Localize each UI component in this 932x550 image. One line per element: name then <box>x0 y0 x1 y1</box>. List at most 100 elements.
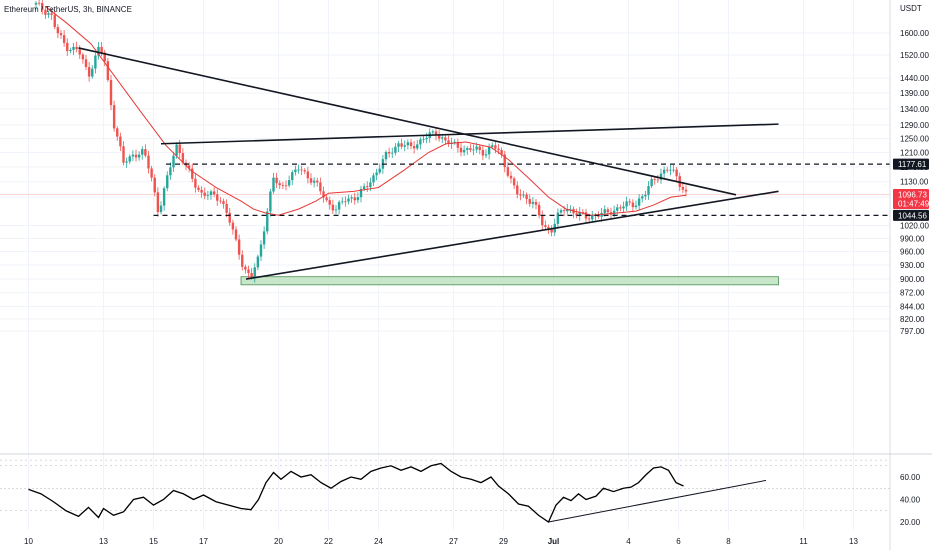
time-tick-label: 29 <box>499 537 508 546</box>
candle-body <box>291 172 294 181</box>
candle-body <box>616 207 619 211</box>
candle-body <box>653 178 656 180</box>
candle-body <box>578 211 581 216</box>
candle-body <box>322 191 325 198</box>
price-tick-label: 1520.00 <box>900 51 929 60</box>
price-pane[interactable] <box>0 0 890 530</box>
candle-body <box>466 148 469 150</box>
candle-body <box>534 202 538 205</box>
candle-body <box>234 229 238 240</box>
candle-body <box>644 194 647 197</box>
level-price-badge-background <box>893 158 929 170</box>
price-tick-label: 1130.00 <box>900 178 929 187</box>
price-tick-label: 1390.00 <box>900 89 929 98</box>
candle-body <box>562 210 566 212</box>
candle-body <box>147 155 150 169</box>
candle-body <box>631 202 635 208</box>
candle-body <box>50 13 53 15</box>
time-tick-label: 10 <box>24 537 33 546</box>
candle-body <box>612 210 616 215</box>
price-tick-label: 930.00 <box>900 261 925 270</box>
trendline[interactable] <box>78 47 737 196</box>
candle-body <box>281 185 285 186</box>
candle-body <box>503 154 506 168</box>
candle-body <box>222 201 225 204</box>
trendline[interactable] <box>160 123 779 145</box>
support-zone[interactable] <box>240 276 779 286</box>
candle-body <box>531 202 535 204</box>
rsi-pane[interactable] <box>0 459 890 523</box>
time-tick-label: 8 <box>726 537 731 546</box>
candle-body <box>662 169 666 174</box>
candle-body <box>597 215 600 217</box>
candle-body <box>106 61 110 81</box>
candle-body <box>512 178 516 186</box>
candle-body <box>200 189 203 193</box>
candle-body <box>437 135 441 139</box>
candle-body <box>294 169 297 173</box>
candle-body <box>362 186 366 189</box>
candle-body <box>169 167 172 176</box>
candle-body <box>337 202 341 210</box>
candle-body <box>541 215 544 226</box>
candle-body <box>419 139 422 145</box>
price-tick-label: 960.00 <box>900 247 925 256</box>
candle-body <box>166 175 169 189</box>
candle-body <box>244 266 247 270</box>
candle-body <box>416 144 419 149</box>
candle-body <box>59 33 63 36</box>
candle-body <box>303 170 306 172</box>
price-tick-label: 1020.00 <box>900 222 929 231</box>
candle-body <box>128 156 131 162</box>
candle-body <box>441 137 444 139</box>
candle-body <box>272 177 275 192</box>
candle-body <box>444 137 447 141</box>
candle-body <box>344 201 347 203</box>
candle-body <box>659 173 663 180</box>
candle-body <box>231 222 235 230</box>
candle-body <box>600 212 603 217</box>
candle-body <box>319 182 322 192</box>
candle-body <box>206 195 210 196</box>
candle-body <box>284 185 288 187</box>
candle-body <box>581 211 585 213</box>
candle-body <box>397 143 400 147</box>
candle-body <box>219 200 222 202</box>
candle-body <box>119 136 122 147</box>
candle-body <box>141 149 144 155</box>
time-tick-label: 24 <box>374 537 383 546</box>
candle-body <box>78 49 81 55</box>
time-tick-label: 27 <box>449 537 458 546</box>
candle-body <box>156 192 160 213</box>
candle-body <box>500 150 503 155</box>
candle-body <box>447 140 450 144</box>
candle-body <box>341 201 344 203</box>
trendline[interactable] <box>245 190 779 280</box>
candle-body <box>387 151 391 154</box>
candle-body <box>591 215 594 220</box>
candle-body <box>516 185 519 195</box>
candle-body <box>356 197 360 201</box>
rsi-trendline[interactable] <box>548 479 767 523</box>
candle-body <box>275 177 278 184</box>
price-tick-label: 820.00 <box>900 315 925 324</box>
candle-body <box>325 197 328 201</box>
candle-body <box>619 207 622 209</box>
candle-body <box>666 169 669 171</box>
price-tick-label: 990.00 <box>900 234 925 243</box>
candle-body <box>378 168 381 173</box>
level-price-badge-background <box>893 209 929 221</box>
candle-body <box>494 145 497 149</box>
candle-body <box>175 144 178 156</box>
candle-body <box>353 197 356 201</box>
candle-body <box>637 198 641 206</box>
candle-body <box>369 182 372 188</box>
candle-body <box>309 178 313 183</box>
last-price-badge-background <box>893 189 929 210</box>
candle-body <box>84 59 88 68</box>
candle-body <box>97 46 100 56</box>
candle-body <box>247 269 250 274</box>
candle-body <box>400 143 403 147</box>
